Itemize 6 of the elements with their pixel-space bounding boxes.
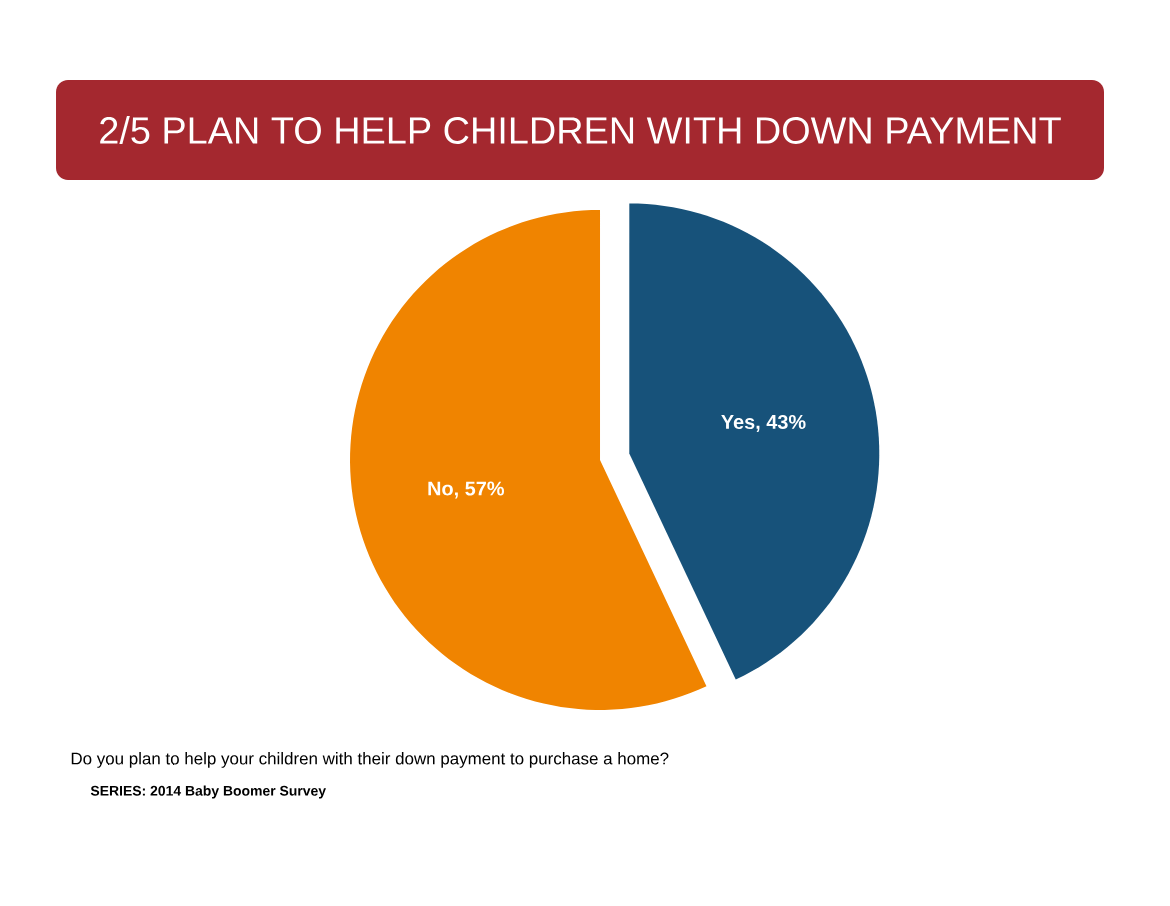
slice-label: No <box>428 481 453 496</box>
slice-label: Yes <box>721 415 755 430</box>
chart-title: 2/5 PLAN TO HELP CHILDREN WITH DOWN PAYMENT <box>100 116 1061 144</box>
data-label: , 43% <box>756 414 806 432</box>
data-label: , 57% <box>454 481 505 499</box>
text: Do you plan to help your children with their down payment to purchase a home? <box>71 752 669 768</box>
